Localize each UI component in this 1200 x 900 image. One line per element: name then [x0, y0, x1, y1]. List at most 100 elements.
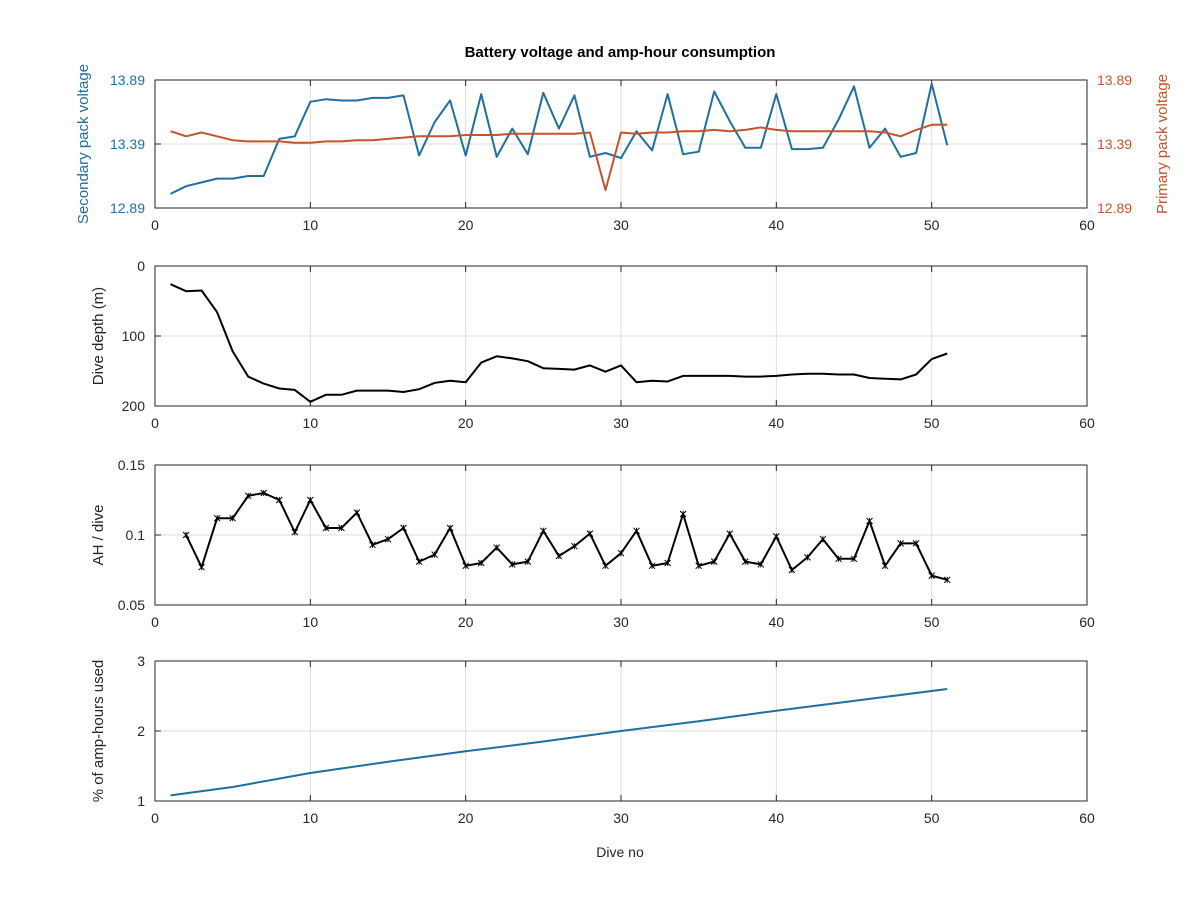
y-axis-label: % of amp-hours used — [90, 660, 107, 803]
x-tick-label: 50 — [924, 415, 940, 431]
data-point-marker — [431, 551, 438, 558]
x-tick-label: 40 — [769, 217, 785, 233]
data-point-marker — [788, 566, 796, 574]
y-tick-label: 0.1 — [126, 527, 146, 543]
series-line-1 — [170, 283, 948, 403]
data-point-marker — [726, 530, 734, 537]
panel-1: 0 10 20 30 40 50 6012.8913.3913.8912.8913.3913… — [75, 64, 1171, 233]
x-tick-label: 0 — [151, 415, 159, 431]
data-point-marker — [275, 496, 283, 504]
data-point-marker — [182, 531, 190, 539]
y-axis-label: Dive depth (m) — [90, 287, 107, 385]
figure-title: Battery voltage and amp-hour consumption — [465, 44, 776, 61]
data-point-marker — [804, 554, 811, 561]
x-tick-label: 40 — [769, 810, 785, 826]
y-right-tick-label: 13.89 — [1097, 72, 1132, 88]
y-axis-label: AH / dive — [90, 505, 107, 566]
data-point-marker — [835, 555, 842, 563]
data-point-marker — [462, 562, 470, 570]
data-point-marker — [353, 509, 361, 516]
data-point-marker — [741, 558, 749, 565]
data-point-marker — [493, 544, 501, 551]
y-right-tick-label: 12.89 — [1097, 200, 1132, 216]
y-tick-label: 1 — [137, 793, 145, 809]
data-point-marker — [695, 562, 703, 570]
data-point-marker — [384, 535, 392, 543]
data-point-marker — [648, 562, 656, 570]
x-tick-label: 20 — [458, 415, 474, 431]
x-tick-label: 0 — [151, 217, 159, 233]
x-tick-label: 10 — [303, 217, 319, 233]
data-point-marker — [710, 558, 718, 565]
x-tick-label: 10 — [303, 415, 319, 431]
x-tick-label: 10 — [303, 810, 319, 826]
x-tick-label: 10 — [303, 614, 319, 630]
x-tick-label: 30 — [613, 614, 629, 630]
x-tick-label: 60 — [1079, 415, 1095, 431]
x-tick-label: 50 — [924, 614, 940, 630]
x-tick-label: 30 — [613, 415, 629, 431]
data-point-marker — [819, 535, 827, 543]
y-right-tick-label: 13.39 — [1097, 136, 1132, 152]
data-point-marker — [912, 540, 920, 547]
data-point-marker — [571, 542, 578, 550]
y-axis-label: Secondary pack voltage — [75, 64, 92, 224]
panel-3: 0 10 20 30 40 50 60 0.05 0.1 0.15 AH / dive — [90, 457, 1095, 630]
data-point-marker — [539, 527, 547, 535]
data-point-marker — [772, 533, 780, 540]
data-point-marker — [369, 541, 376, 549]
data-point-marker — [400, 524, 407, 532]
y-tick-label: 0 — [137, 258, 145, 274]
x-tick-label: 60 — [1079, 614, 1095, 630]
data-point-marker — [291, 528, 299, 536]
data-point-marker — [477, 559, 485, 567]
data-point-marker — [943, 576, 951, 584]
x-tick-label: 40 — [769, 614, 785, 630]
data-point-marker — [415, 558, 423, 565]
data-point-marker — [306, 496, 314, 504]
data-point-marker — [850, 555, 858, 563]
x-tick-label: 60 — [1079, 810, 1095, 826]
data-point-marker — [260, 489, 268, 497]
x-tick-label: 20 — [458, 614, 474, 630]
data-point-marker — [664, 559, 671, 567]
y-tick-label: 0.05 — [118, 597, 145, 613]
y-right-axis-label: Primary pack voltage — [1154, 74, 1171, 214]
series-line-primary — [170, 123, 948, 192]
x-tick-label: 0 — [151, 614, 159, 630]
x-tick-label: 30 — [613, 810, 629, 826]
data-point-marker — [322, 524, 330, 532]
data-point-marker — [446, 524, 454, 532]
x-tick-label: 40 — [769, 415, 785, 431]
data-point-marker — [244, 492, 252, 500]
data-point-marker — [524, 558, 532, 565]
data-point-marker — [338, 524, 345, 532]
x-tick-label: 60 — [1079, 217, 1095, 233]
panel-4: 0 10 20 30 40 50 60 1 2 3 % of amp-hours used — [90, 653, 1095, 826]
y-tick-label: 2 — [137, 723, 145, 739]
y-tick-label: 0.15 — [118, 457, 145, 473]
y-tick-label: 13.39 — [110, 136, 145, 152]
y-tick-label: 12.89 — [110, 200, 145, 216]
series-line-secondary — [170, 82, 949, 195]
x-tick-label: 50 — [924, 810, 940, 826]
y-tick-label: 100 — [122, 328, 146, 344]
data-point-marker — [679, 510, 687, 518]
data-point-marker — [866, 517, 873, 525]
y-tick-label: 3 — [137, 653, 145, 669]
y-tick-label: 13.89 — [110, 72, 145, 88]
data-point-marker — [633, 527, 640, 535]
x-tick-label: 20 — [458, 217, 474, 233]
data-point-marker — [928, 572, 936, 579]
data-point-marker — [617, 549, 625, 557]
data-point-marker — [602, 562, 609, 570]
series-line-1 — [185, 492, 948, 581]
x-tick-label: 30 — [613, 217, 629, 233]
x-tick-label: 20 — [458, 810, 474, 826]
data-point-marker — [586, 530, 594, 537]
data-point-marker — [881, 562, 889, 570]
data-point-marker — [508, 561, 516, 568]
x-tick-label: 50 — [924, 217, 940, 233]
data-point-marker — [213, 514, 221, 522]
